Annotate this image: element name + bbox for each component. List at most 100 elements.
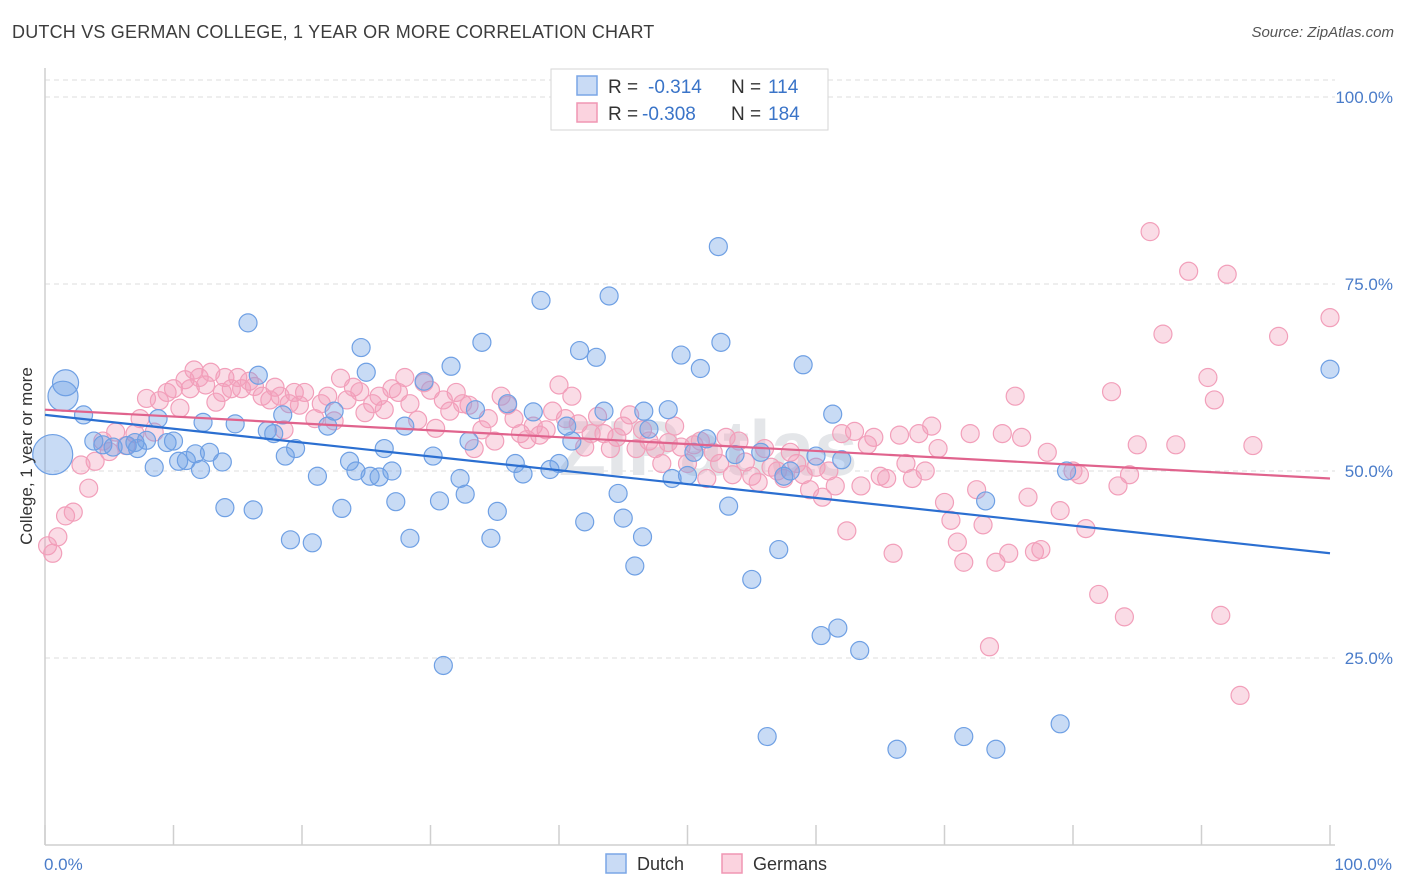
point-dutch <box>986 739 1006 759</box>
point-dutch <box>190 459 211 480</box>
y-tick-label: 50.0% <box>1345 462 1393 481</box>
legend-r-value-dutch: -0.314 <box>648 77 702 98</box>
point-dutch <box>157 432 177 453</box>
point-dutch <box>780 461 800 481</box>
point-dutch <box>193 412 213 432</box>
point-dutch <box>459 431 479 451</box>
point-dutch <box>658 400 678 420</box>
point-germans <box>555 409 576 429</box>
legend-r-label-dutch: R = <box>608 77 638 98</box>
point-dutch <box>386 492 406 512</box>
point-dutch <box>199 442 220 462</box>
point-dutch <box>273 405 293 425</box>
point-dutch <box>742 569 762 590</box>
point-germans <box>960 424 980 444</box>
point-dutch <box>523 402 543 422</box>
point-dutch <box>324 401 344 421</box>
point-dutch <box>757 726 777 747</box>
point-germans <box>426 418 446 438</box>
point-dutch <box>280 530 301 550</box>
point-dutch <box>498 394 518 414</box>
y-tick-label: 100.0% <box>1335 88 1393 107</box>
point-dutch <box>414 371 434 391</box>
point-germans <box>735 452 755 472</box>
point-dutch <box>481 528 501 548</box>
point-dutch <box>725 444 745 465</box>
legend-r-value-germans: -0.308 <box>642 104 696 125</box>
point-germans <box>999 543 1019 563</box>
point-germans <box>922 416 942 436</box>
point-dutch <box>711 332 731 352</box>
point-germans <box>284 382 304 403</box>
point-germans <box>1179 261 1199 281</box>
point-dutch <box>302 533 322 553</box>
point-dutch <box>215 498 235 518</box>
point-dutch <box>613 508 633 528</box>
point-dutch <box>823 404 843 424</box>
point-germans <box>43 543 63 563</box>
point-dutch <box>1056 461 1077 481</box>
point-germans <box>844 421 865 441</box>
point-dutch <box>400 528 420 548</box>
point-dutch <box>73 405 94 425</box>
point-dutch <box>169 451 189 471</box>
point-dutch <box>751 442 771 462</box>
point-germans <box>665 416 685 436</box>
point-dutch <box>708 237 728 257</box>
point-dutch <box>339 451 360 471</box>
point-germans <box>221 379 241 399</box>
point-germans <box>536 420 556 440</box>
legend-n-value-germans: 184 <box>768 104 800 125</box>
point-germans <box>748 472 768 492</box>
point-germans <box>825 476 845 496</box>
point-dutch <box>307 466 328 486</box>
point-germans <box>395 367 415 388</box>
point-germans <box>562 386 582 406</box>
point-germans <box>1217 264 1237 284</box>
point-dutch <box>275 446 295 466</box>
point-germans <box>1037 442 1057 462</box>
point-dutch <box>351 337 371 358</box>
trend-line-dutch <box>44 413 1331 555</box>
point-germans <box>864 427 884 447</box>
point-germans <box>244 376 265 397</box>
chart-source: Source: ZipAtlas.com <box>1251 24 1394 41</box>
y-tick-label: 25.0% <box>1345 649 1393 668</box>
point-germans <box>265 377 285 397</box>
point-germans <box>289 395 310 415</box>
point-germans <box>274 420 294 440</box>
point-germans <box>400 394 420 414</box>
point-dutch <box>719 496 739 516</box>
point-germans <box>85 451 105 471</box>
point-dutch <box>144 457 164 477</box>
point-germans <box>71 455 91 475</box>
point-dutch <box>374 438 394 459</box>
point-dutch <box>487 501 507 521</box>
point-germans <box>889 425 910 445</box>
point-germans <box>877 468 897 489</box>
point-germans <box>1101 382 1122 402</box>
point-germans <box>722 465 743 485</box>
point-dutch <box>769 539 789 560</box>
point-germans <box>374 400 394 420</box>
point-dutch <box>549 453 569 474</box>
point-dutch <box>832 450 852 470</box>
point-germans <box>1108 476 1128 496</box>
point-germans <box>568 414 588 434</box>
point-germans <box>780 442 800 462</box>
point-germans <box>837 521 857 541</box>
point-germans <box>992 424 1012 444</box>
point-germans <box>1119 465 1140 485</box>
point-dutch <box>677 465 698 486</box>
point-dutch <box>976 491 996 511</box>
point-dutch <box>395 416 415 436</box>
point-germans <box>954 552 974 572</box>
point-dutch <box>136 430 157 450</box>
point-dutch <box>382 461 402 481</box>
point-dutch <box>332 498 352 518</box>
point-dutch <box>148 409 168 429</box>
point-dutch <box>697 429 717 449</box>
point-dutch <box>1050 714 1070 734</box>
point-germans <box>294 382 315 403</box>
point-dutch <box>639 419 659 439</box>
